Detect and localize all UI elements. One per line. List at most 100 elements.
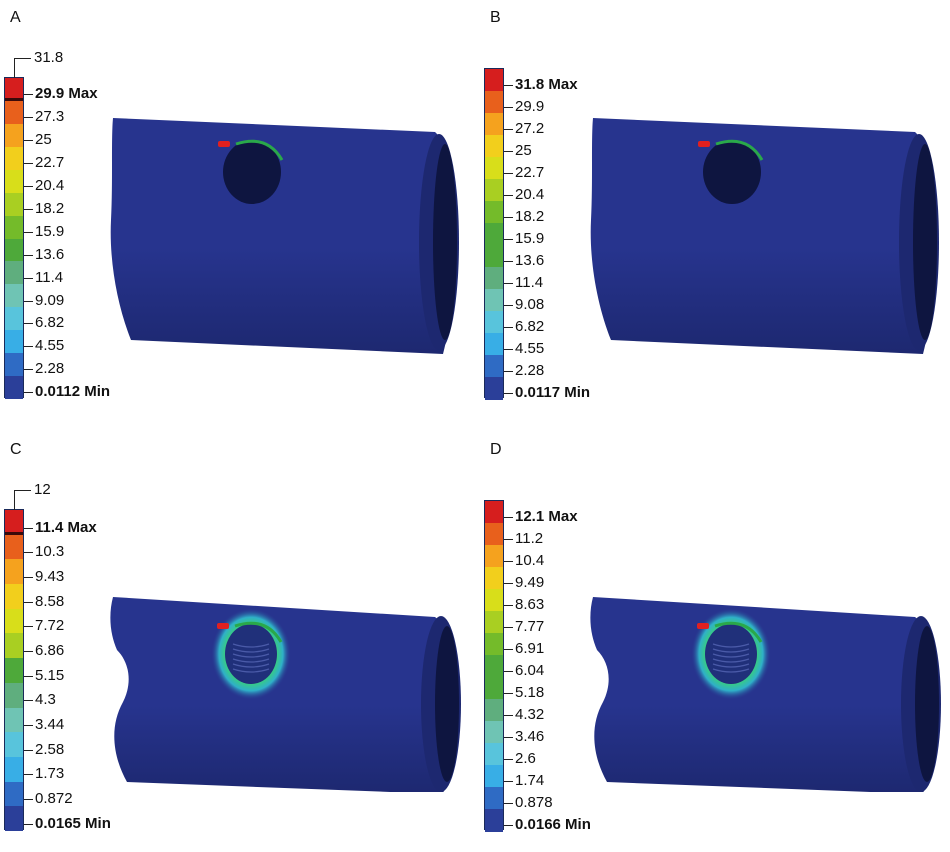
stress-rim [714,621,763,643]
legend-value-label: 9.09 [35,291,65,309]
color-scale-cell [5,307,23,331]
legend-max-label: 11.4 Max [35,518,97,536]
legend-tick [24,799,33,801]
legend-tick [504,238,513,240]
legend-value-label: 6.82 [515,317,545,335]
color-scale-bar [484,500,504,832]
max-stress-spot [218,141,230,147]
color-scale-cell [5,806,23,832]
legend-value-label: 20.4 [35,176,65,194]
thread-line [232,648,270,653]
legend-value-label: 6.82 [35,314,65,332]
legend-value-label: 0.872 [35,790,73,808]
legend-tick [504,648,513,650]
legend-tick [24,369,33,371]
legend-tick [504,150,513,152]
legend-value-label: 6.91 [515,639,545,657]
cylinder-end-inner [435,626,459,782]
thread-line [712,668,750,673]
color-scale-cell [5,658,23,684]
color-scale-cell [485,721,503,744]
cylinder-body [110,597,456,792]
thread-line [712,658,750,663]
color-scale-cell [485,267,503,290]
legend-value-label: 1.74 [515,771,545,789]
color-scale-cell [5,559,23,585]
legend-tick [24,601,33,603]
stress-rim [235,139,284,161]
color-scale-cell [5,584,23,610]
panel-letter: D [490,441,502,458]
color-scale-cell [485,91,503,114]
legend-tick [504,260,513,262]
legend-value-label: 27.2 [515,119,545,137]
legend-tick [504,326,513,328]
cylinder-body [590,118,936,354]
panel-letter: A [10,9,21,26]
legend-tick [504,780,513,782]
color-scale-cell [485,677,503,700]
legend-tick [504,370,513,372]
panel-d: D 12.1 Max 11.2 10.4 9.49 8.63 7.77 6.91 6.04 5.1… [480,432,950,852]
legend-value-label: 11.2 [515,529,544,547]
color-scale-bar [4,509,24,832]
legend-tick [504,194,513,196]
legend-value-label: 9.08 [515,295,545,313]
color-scale-cell [5,781,23,807]
legend-tick [24,576,33,578]
color-scale-cell [485,179,503,202]
legend-value-label: 4.55 [515,339,545,357]
color-scale-cell [485,611,503,634]
color-scale-cell [485,501,503,524]
legend-top-value: 12 [34,481,51,498]
cylinder-end-inner [915,626,939,782]
legend-top-value: 31.8 [34,49,64,66]
panel-letter: B [490,9,501,26]
legend-value-label: 25 [35,131,52,149]
bore-hole [703,140,761,204]
legend-value-label: 7.77 [515,617,545,635]
legend-max-label: 12.1 Max [515,507,578,525]
color-scale-cell [485,523,503,546]
thread-line [232,668,270,673]
legend-tick [24,208,33,210]
legend-tick [504,736,513,738]
legend-value-label: 4.32 [515,705,545,723]
panel-letter: C [10,441,22,458]
color-scale-cell [5,682,23,709]
bore-hole [223,140,281,204]
color-scale-cell [485,245,503,268]
thread-line [712,648,750,653]
legend-value-label: 9.49 [515,573,545,591]
cylinder-model [590,597,941,792]
legend-tick [504,824,513,826]
legend-tick [24,277,33,279]
legend-value-label: 18.2 [515,207,545,225]
legend-tick [24,700,33,702]
legend-value-label: 5.15 [35,666,65,684]
legend-tick [504,626,513,628]
legend-tick [504,516,513,518]
max-stress-spot [698,141,710,147]
legend-value-label: 13.6 [515,251,545,269]
legend-tick [24,162,33,164]
legend-value-label: 4.3 [35,691,56,709]
legend-min-label: 0.0112 Min [35,383,111,401]
legend-tick [24,749,33,751]
legend-tick [24,650,33,652]
legend-top-bracket [14,58,31,78]
color-scale-cell [5,100,23,125]
color-scale-cell [485,223,503,246]
bore-hole [225,624,277,684]
color-scale-cell [485,69,503,92]
legend-tick [24,254,33,256]
thread-line [232,643,270,648]
color-scale-cell [5,78,23,102]
legend-tick [24,323,33,325]
color-scale-cell [5,238,23,262]
legend-value-label: 11.4 [515,273,544,291]
thread-line [232,663,270,668]
color-scale-cell [5,284,23,308]
color-scale-cell [5,215,23,239]
thread-line [712,663,750,668]
